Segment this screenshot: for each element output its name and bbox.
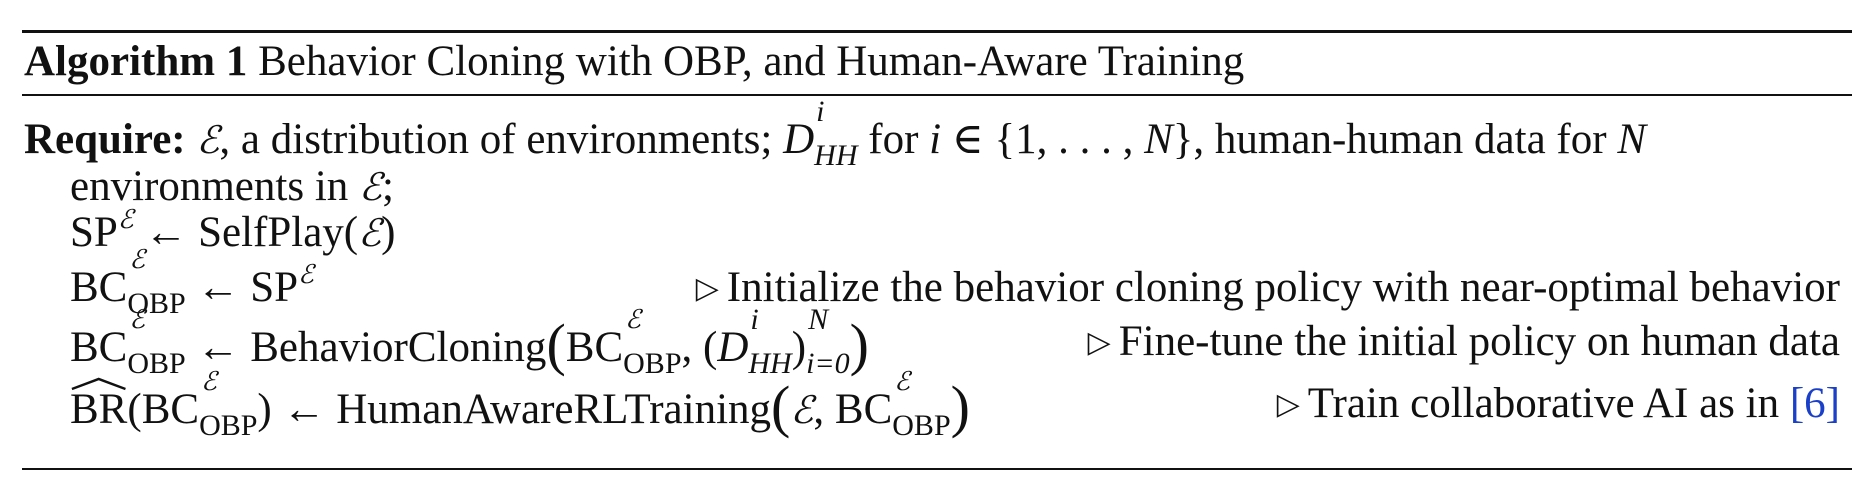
assign-arrow: ← xyxy=(196,264,240,311)
open-paren: ( xyxy=(771,374,791,439)
step-finetune: BC ℰ OBP ← BehaviorCloning(BC ℰ OBP, (D i HH) N… xyxy=(70,303,869,381)
br-arg-sup: ℰ xyxy=(201,367,217,397)
data-sup: i xyxy=(750,303,759,336)
step-selfplay: SPℰ ← SelfPlay(ℰ) xyxy=(70,204,395,267)
bc-sub: OBP xyxy=(127,287,186,320)
bc-arg-scripts: ℰ OBP xyxy=(892,367,951,443)
step-init-bc: BC ℰ OBP ← SPℰ xyxy=(70,245,314,322)
step-human-aware: BR(BC ℰ OBP) ← HumanAwareRLTraining(ℰ, BC ℰ… xyxy=(70,367,970,443)
require-line2-end: ; xyxy=(382,163,394,210)
algorithm-title: Algorithm 1 Behavior Cloning with OBP, a… xyxy=(24,34,1244,90)
comment-train: ▷ Train collaborative AI as in [6] xyxy=(1277,375,1840,437)
top-rule xyxy=(22,30,1852,33)
sp-sup: ℰ xyxy=(298,260,314,290)
br-arg-scripts: ℰ OBP xyxy=(199,367,258,443)
algorithm-name: Behavior Cloning with OBP, and Human-Awa… xyxy=(258,38,1245,85)
assign-arrow: ← xyxy=(196,324,240,371)
range-sup: N xyxy=(808,303,829,336)
comment-text: Train collaborative AI as in xyxy=(1307,380,1780,427)
bc-scripts: ℰ OBP xyxy=(127,245,186,321)
bc-sup: ℰ xyxy=(129,305,146,335)
bc-arg-sup: ℰ xyxy=(625,305,641,335)
bc-arg: BC xyxy=(565,324,624,371)
data-scripts: i HH xyxy=(748,303,792,381)
data-sub: HH xyxy=(814,139,858,172)
env-arg: ℰ xyxy=(790,388,814,432)
require-text-2: , human-human data for xyxy=(1193,116,1607,163)
data-sub: HH xyxy=(748,347,792,380)
selfplay-env: ℰ xyxy=(358,211,382,255)
behavior-cloning-fn: BehaviorCloning xyxy=(250,324,547,371)
citation-link[interactable]: [6] xyxy=(1789,380,1840,427)
algorithm-label: Algorithm 1 xyxy=(24,38,248,85)
range-sub: i=0 xyxy=(806,347,850,380)
comment-text: Fine-tune the initial policy on human da… xyxy=(1118,318,1840,365)
comment-marker: ▷ xyxy=(1276,388,1300,421)
bc-arg-scripts: ℰ OBP xyxy=(623,305,682,381)
bc-arg: , BC xyxy=(813,386,893,433)
bottom-rule xyxy=(22,468,1852,470)
bc-sup: ℰ xyxy=(129,245,146,275)
n-var-2: N xyxy=(1617,116,1646,163)
data-open: ( xyxy=(703,324,718,371)
selfplay-fn: SelfPlay( xyxy=(198,209,359,256)
br-close: ) xyxy=(257,386,272,433)
close-paren: ) xyxy=(950,374,970,439)
human-aware-fn: HumanAwareRLTraining xyxy=(336,386,772,433)
n-var: N xyxy=(1144,116,1173,163)
comment-init: ▷ Initialize the behavior cloning policy … xyxy=(696,259,1840,321)
br-arg-sub: OBP xyxy=(199,409,258,442)
require-for: for xyxy=(868,116,919,163)
env-symbol: ℰ xyxy=(196,118,220,162)
close-paren: ) xyxy=(849,312,869,377)
index-var: i xyxy=(929,116,942,163)
require-keyword: Require: xyxy=(24,116,186,163)
require-text: , a distribution of environments; xyxy=(219,116,773,163)
env-symbol-2: ℰ xyxy=(359,165,383,209)
data-symbol: D xyxy=(717,324,749,371)
bc-sub: OBP xyxy=(127,347,186,380)
data-symbol: D xyxy=(783,116,815,163)
data-close: ) xyxy=(791,324,807,371)
br-symbol: BR xyxy=(70,386,128,433)
sp-symbol: SP xyxy=(250,264,299,311)
data-sup: i xyxy=(816,95,825,128)
comment-text: Initialize the behavior cloning policy w… xyxy=(726,264,1840,311)
selfplay-close: ) xyxy=(381,209,396,256)
assign-arrow: ← xyxy=(144,209,188,256)
comment-marker: ▷ xyxy=(1087,326,1111,359)
sp-symbol: SP xyxy=(70,209,118,256)
br-arg: (BC xyxy=(127,386,200,433)
require-line: Require: ℰ, a distribution of environmen… xyxy=(24,95,1646,173)
require-line2-text: environments in xyxy=(70,163,349,210)
assign-arrow: ← xyxy=(282,386,326,433)
bc-arg-sub: OBP xyxy=(892,409,951,442)
bc-symbol: BC xyxy=(70,324,128,371)
bc-symbol: BC xyxy=(70,264,128,311)
bc-arg-sup: ℰ xyxy=(894,367,911,397)
sp-sup: ℰ xyxy=(117,205,134,235)
comment-finetune: ▷ Fine-tune the initial policy on human d… xyxy=(1088,313,1840,375)
title-rule xyxy=(22,94,1852,96)
wide-hat-icon xyxy=(71,377,126,391)
br-hat-symbol: BR xyxy=(70,377,128,439)
bc-scripts: ℰ OBP xyxy=(127,305,186,381)
index-set: ∈ {1, . . . , xyxy=(951,116,1145,163)
bc-arg-sub: OBP xyxy=(623,347,682,380)
require-line-2: environments in ℰ; xyxy=(70,158,394,216)
data-scripts: i HH xyxy=(814,95,858,173)
comment-marker: ▷ xyxy=(695,272,719,305)
open-paren: ( xyxy=(546,312,566,377)
set-close: } xyxy=(1172,116,1194,163)
